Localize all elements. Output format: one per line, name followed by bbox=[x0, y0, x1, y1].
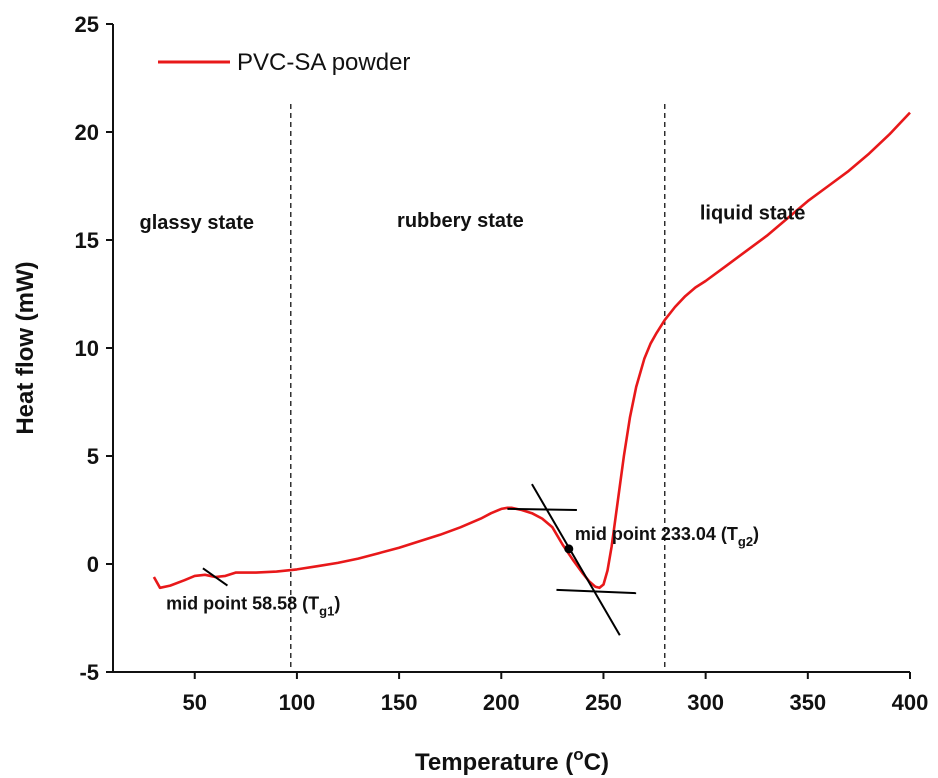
x-tick-label: 350 bbox=[789, 690, 826, 715]
x-tick-label: 50 bbox=[183, 690, 207, 715]
tangent-line bbox=[507, 507, 577, 511]
tangent-line bbox=[531, 483, 621, 636]
region-label: liquid state bbox=[700, 202, 806, 224]
x-tick-label: 400 bbox=[892, 690, 929, 715]
annotation-layer bbox=[290, 104, 666, 672]
y-tick-label: 10 bbox=[75, 336, 99, 361]
y-axis-title: Heat flow (mW) bbox=[12, 261, 39, 434]
midpoint-annotation: mid point 58.58 (Tg1) bbox=[166, 593, 340, 618]
midpoint-annotation: mid point 233.04 (Tg2) bbox=[575, 524, 759, 549]
midpoint-marker bbox=[564, 544, 574, 554]
x-tick-label: 100 bbox=[279, 690, 316, 715]
legend-label-pvc-sa: PVC-SA powder bbox=[237, 49, 410, 76]
region-label: rubbery state bbox=[397, 210, 524, 232]
legend: PVC-SA powder bbox=[158, 49, 410, 76]
x-tick-label: 150 bbox=[381, 690, 418, 715]
y-tick-label: -5 bbox=[79, 660, 99, 685]
x-axis-title: Temperature (oC) bbox=[415, 745, 609, 776]
tangent-line bbox=[556, 588, 637, 595]
x-tick-label: 200 bbox=[483, 690, 520, 715]
y-tick-label: 0 bbox=[87, 552, 99, 577]
y-tick-label: 5 bbox=[87, 444, 99, 469]
region-label: glassy state bbox=[140, 212, 255, 234]
y-tick-label: 20 bbox=[75, 120, 99, 145]
y-tick-label: 25 bbox=[75, 12, 99, 37]
y-tick-label: 15 bbox=[75, 228, 99, 253]
x-tick-label: 250 bbox=[585, 690, 622, 715]
x-tick-label: 300 bbox=[687, 690, 724, 715]
tick-layer: 50 100 150 200 250 300 350 400 -5 0 5 10 15 20 25 bbox=[75, 12, 929, 715]
series-layer: glassy state rubbery state liquid state mid… bbox=[140, 111, 911, 636]
tangent-line bbox=[202, 567, 229, 587]
